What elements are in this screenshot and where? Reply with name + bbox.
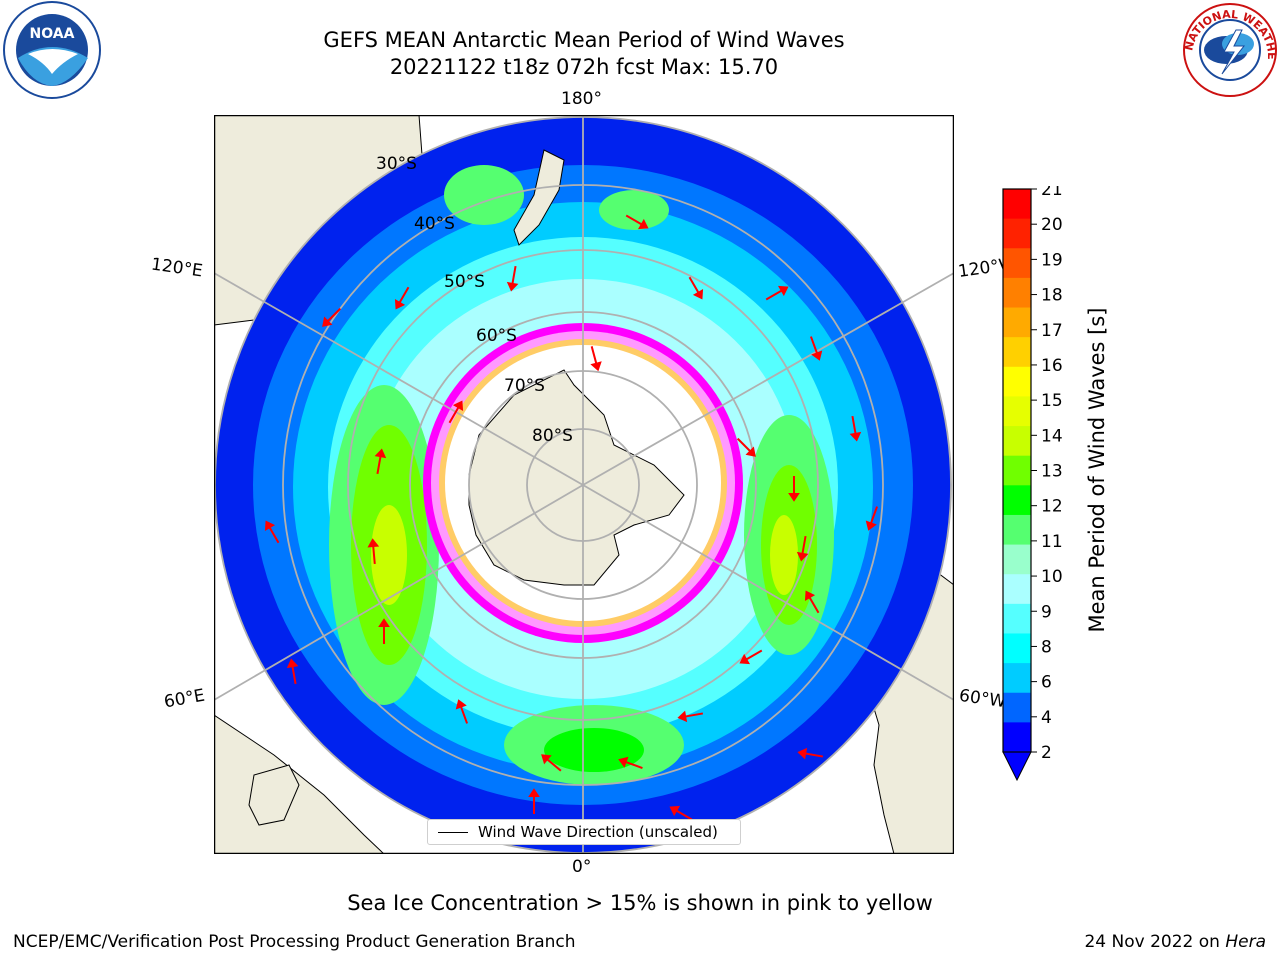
meridian-label-60e: 60°E [162,685,207,713]
colorbar-segment [1003,514,1031,546]
colorbar-segment [1003,248,1031,279]
footer-date-text: 24 Nov 2022 on [1084,932,1226,952]
svg-text:NOAA: NOAA [30,26,75,42]
colorbar-segment [1003,722,1031,753]
colorbar-tick-label: 21 [1041,186,1063,200]
parallel-label-40s: 40°S [414,214,455,234]
colorbar-label: Mean Period of Wind Waves [s] [1085,307,1109,633]
land-new-zealand [513,149,565,246]
colorbar-segment [1003,692,1031,723]
colorbar-tick-label: 12 [1041,497,1063,517]
colorbar-tick-label: 4 [1041,708,1052,728]
footer-date: 24 Nov 2022 on Hera [1084,932,1266,952]
colorbar-segment [1003,337,1031,368]
colorbar-segment [1003,396,1031,427]
colorbar-tick-label: 17 [1041,321,1063,341]
colorbar-segment [1003,455,1031,486]
colorbar-segment [1003,544,1031,575]
colorbar-tick-label: 13 [1041,462,1063,482]
colorbar-tick-label: 20 [1041,215,1063,235]
sea-ice-note: Sea Ice Concentration > 15% is shown in … [347,891,933,915]
parallel-label-30s: 30°S [376,154,417,174]
colorbar-tick-label: 9 [1041,602,1052,622]
colorbar-tick-label: 8 [1041,637,1052,657]
colorbar-segment [1003,189,1031,220]
parallel-label-50s: 50°S [444,272,485,292]
colorbar-segment [1003,485,1031,516]
polar-map: 30°S 40°S 50°S 60°S 70°S 80°S [214,115,954,854]
colorbar-segment [1003,277,1031,309]
colorbar-tick-label: 18 [1041,286,1063,306]
colorbar-tick-label: 6 [1041,673,1052,693]
colorbar-tick-label: 10 [1041,567,1063,587]
colorbar-segment [1003,218,1031,249]
parallel-label-60s: 60°S [476,326,517,346]
legend-line-sample [438,832,468,833]
colorbar-tick-label: 19 [1041,250,1063,270]
arrow-legend: Wind Wave Direction (unscaled) [427,819,741,845]
meridian-label-180: 180° [561,89,602,109]
colorbar-tick-label: 14 [1041,426,1063,446]
colorbar-tick-label: 16 [1041,356,1063,376]
chart-subtitle: 20221122 t18z 072h fcst Max: 15.70 [389,55,779,79]
colorbar-segment [1003,307,1031,338]
noaa-logo: NOAA [3,1,101,99]
colorbar: 21 20 19 18 17 16 15 14 13 12 11 10 9 8 6 4 2 [1002,186,1063,782]
colorbar-segment [1003,603,1031,634]
colorbar-segment [1003,366,1031,397]
colorbar-segment [1003,663,1031,694]
colorbar-tick-label: 2 [1041,743,1052,763]
colorbar-segment [1003,574,1031,605]
meridian-label-120e: 120°E [149,254,204,282]
parallel-label-70s: 70°S [504,376,545,396]
footer-host: Hera [1225,932,1266,952]
meridian-label-0: 0° [572,857,592,877]
parallel-label-80s: 80°S [532,426,573,446]
colorbar-segment [1003,633,1031,664]
wave-direction-arrows [264,214,879,821]
colorbar-segment [1003,426,1031,457]
colorbar-tick-label: 15 [1041,391,1063,411]
nws-logo: NATIONAL WEATHER SERVICE [1178,0,1278,97]
colorbar-tick-label: 11 [1041,532,1063,552]
land-madagascar [248,764,300,826]
footer-credit: NCEP/EMC/Verification Post Processing Pr… [13,932,576,952]
chart-title: GEFS MEAN Antarctic Mean Period of Wind … [323,28,845,52]
legend-label: Wind Wave Direction (unscaled) [478,823,718,841]
